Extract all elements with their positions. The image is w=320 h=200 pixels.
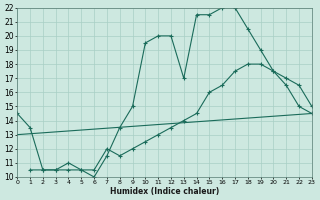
X-axis label: Humidex (Indice chaleur): Humidex (Indice chaleur) xyxy=(110,187,219,196)
